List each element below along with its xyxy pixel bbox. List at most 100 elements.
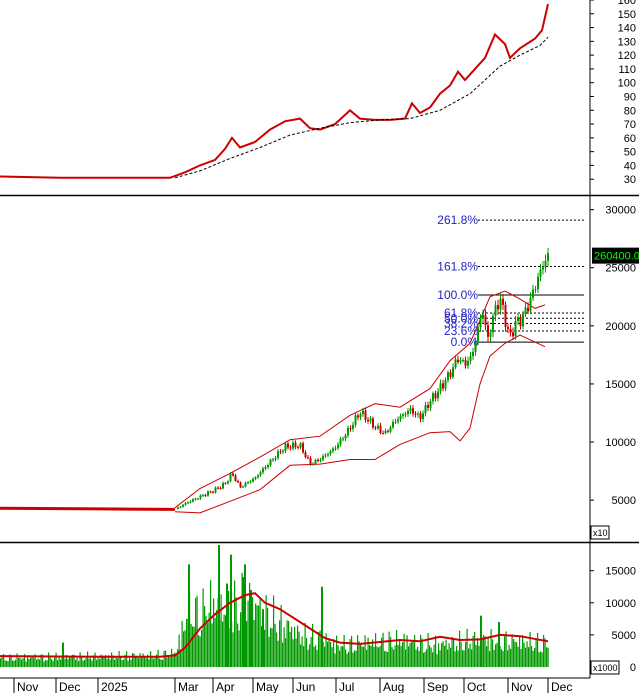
panel1-y-tick-label: 100 xyxy=(618,78,636,90)
volume-bar xyxy=(48,652,50,667)
volume-bar xyxy=(525,647,527,667)
candle-body xyxy=(259,472,262,476)
candle-body xyxy=(434,393,437,399)
volume-bar xyxy=(132,653,134,667)
x-tick-label: Mar xyxy=(178,680,199,693)
candle-body xyxy=(479,318,482,328)
volume-bar xyxy=(69,656,71,667)
volume-bar xyxy=(208,612,210,667)
candle-body xyxy=(344,435,347,439)
volume-bar xyxy=(73,654,75,667)
candle-body xyxy=(477,327,479,341)
candle-body xyxy=(482,314,484,319)
volume-bar xyxy=(18,657,20,667)
panel1-y-tick-label: 40 xyxy=(624,160,636,172)
candle-body xyxy=(187,502,189,504)
volume-bar xyxy=(487,637,489,667)
volume-bar xyxy=(267,607,269,667)
volume-bar xyxy=(51,659,53,667)
volume-bar xyxy=(273,595,275,667)
candle-body xyxy=(322,456,324,460)
volume-bar xyxy=(306,637,308,667)
volume-bar xyxy=(42,654,44,667)
volume-bar xyxy=(342,646,344,667)
volume-bar xyxy=(31,656,33,667)
volume-bar xyxy=(214,617,216,667)
volume-bar xyxy=(330,641,332,667)
volume-bar xyxy=(147,654,149,667)
candle-body xyxy=(542,267,544,270)
candle-body xyxy=(179,506,182,508)
volume-bar xyxy=(513,638,515,667)
candle-body xyxy=(417,413,419,415)
volume-bar xyxy=(84,659,86,667)
candle-body xyxy=(472,351,474,357)
candle-body xyxy=(237,481,239,483)
volume-bar xyxy=(16,653,18,667)
y-unit-box xyxy=(590,660,620,675)
candle-body xyxy=(334,447,337,449)
volume-bar xyxy=(357,635,359,667)
volume-bar xyxy=(291,626,293,667)
volume-bar xyxy=(118,650,120,667)
volume-bar xyxy=(543,634,545,667)
panel1-y-tick-label: 80 xyxy=(624,105,636,117)
volume-bar xyxy=(343,634,345,667)
volume-bar xyxy=(280,605,282,667)
candle-body xyxy=(409,408,412,412)
fib-label: 38.2% xyxy=(444,317,478,331)
volume-bar xyxy=(165,650,167,667)
volume-bar xyxy=(345,649,347,667)
fib-label: 61.8% xyxy=(444,306,478,320)
volume-bar xyxy=(529,631,531,667)
volume-bar xyxy=(322,641,324,667)
volume-bar xyxy=(393,649,395,667)
candle-body xyxy=(204,495,207,497)
volume-bar xyxy=(24,654,26,667)
panel2-y-tick-label: 5000 xyxy=(612,495,636,507)
volume-bar xyxy=(223,614,225,667)
volume-bar xyxy=(463,650,465,667)
candle-body xyxy=(247,482,249,484)
volume-bar xyxy=(218,545,220,667)
panel-frame xyxy=(0,0,639,678)
candle-body xyxy=(529,297,532,312)
volume-bar xyxy=(370,645,372,667)
candle-body xyxy=(389,427,392,432)
volume-bar xyxy=(516,642,518,667)
volume-bar xyxy=(76,657,78,667)
volume-bar xyxy=(7,661,9,667)
candle-body xyxy=(547,253,549,261)
volume-bar xyxy=(384,651,386,667)
candle-body xyxy=(384,430,387,434)
y-unit-label: x1000 xyxy=(593,663,618,673)
panel1-y-tick-label: 30 xyxy=(624,174,636,186)
volume-bar xyxy=(318,632,320,667)
volume-bar xyxy=(544,638,546,667)
volume-bar xyxy=(423,652,425,667)
volume-bar xyxy=(192,626,194,667)
candle-body xyxy=(467,360,469,366)
candle-body xyxy=(487,325,489,337)
volume-bar xyxy=(199,636,201,667)
candle-body xyxy=(222,483,224,489)
volume-bar xyxy=(372,639,374,667)
volume-bar xyxy=(109,659,111,667)
candle-body xyxy=(449,372,452,377)
volume-bar xyxy=(129,657,131,667)
volume-bar xyxy=(126,651,128,667)
candle-body xyxy=(394,421,397,423)
volume-bar xyxy=(492,639,494,667)
volume-bar xyxy=(15,659,17,667)
volume-bar xyxy=(402,642,404,667)
panel3-y-tick-label: 15000 xyxy=(605,566,636,578)
volume-bar xyxy=(255,603,257,667)
volume-bar xyxy=(235,597,237,667)
volume-bar xyxy=(72,654,74,667)
candle-body xyxy=(342,438,344,440)
candle-body xyxy=(309,458,312,465)
candle-body xyxy=(469,356,472,361)
candle-body xyxy=(354,415,357,425)
candle-body xyxy=(364,410,367,420)
